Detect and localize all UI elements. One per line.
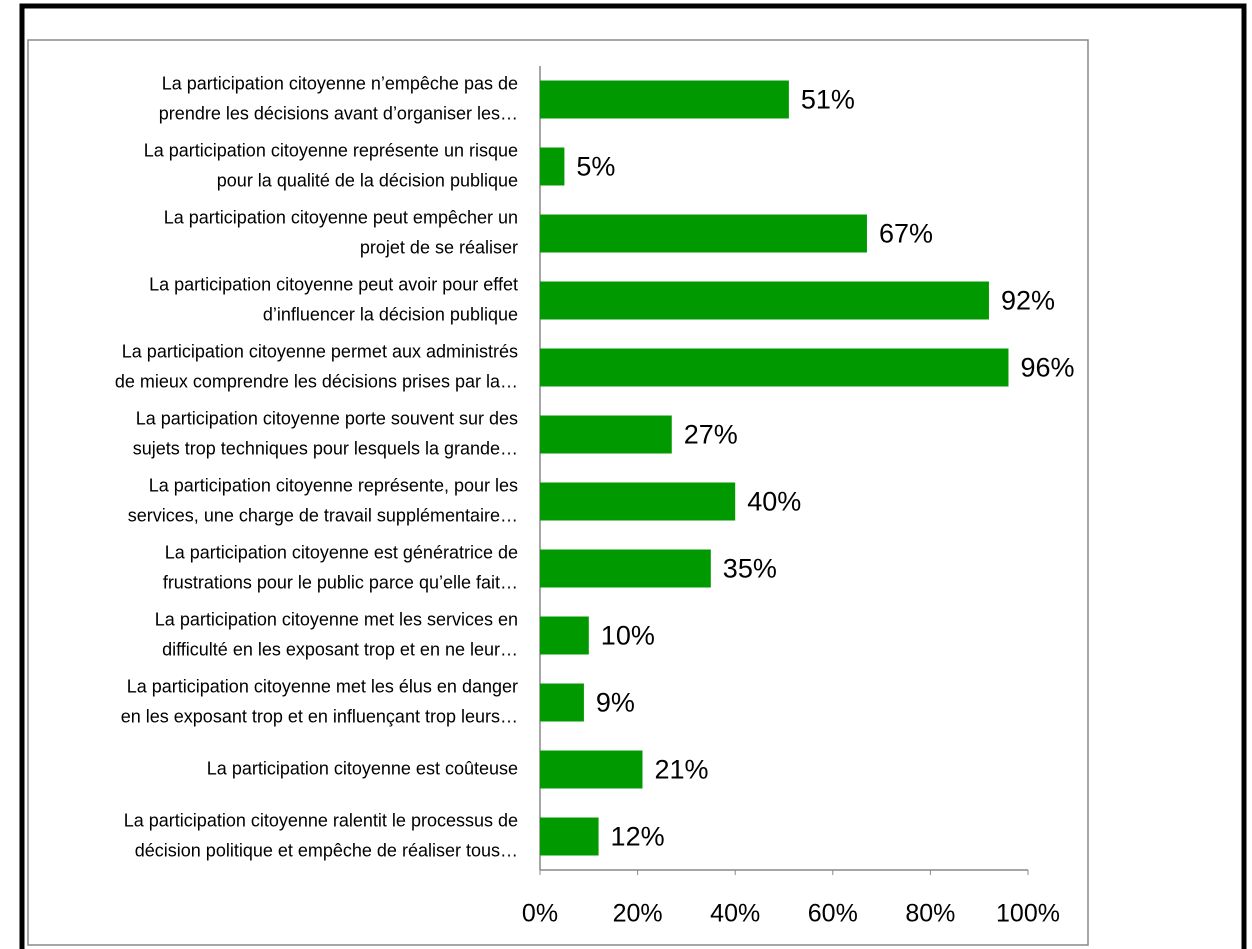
category-label: La participation citoyenne représente un… — [144, 140, 518, 160]
value-label: 5% — [576, 152, 615, 182]
bar — [540, 549, 711, 588]
bar — [540, 817, 599, 856]
x-tick-label: 100% — [996, 900, 1060, 928]
category-label: La participation citoyenne représente, p… — [149, 475, 518, 495]
category-label: La participation citoyenne est coûteuse — [207, 758, 518, 778]
value-label: 92% — [1001, 286, 1055, 316]
bar — [540, 214, 867, 253]
category-label: d’influencer la décision publique — [263, 304, 518, 324]
value-label: 12% — [611, 822, 665, 852]
category-label: décision politique et empêche de réalise… — [135, 840, 518, 860]
outer-frame — [19, 3, 1247, 949]
bar — [540, 750, 643, 789]
bar — [540, 348, 1009, 387]
value-label: 21% — [654, 755, 708, 785]
value-label: 51% — [801, 85, 855, 115]
bar — [540, 147, 565, 186]
category-label: en les exposant trop et en influençant t… — [121, 706, 518, 726]
category-label: difficulté en les exposant trop et en ne… — [162, 639, 518, 659]
category-label: services, une charge de travail suppléme… — [128, 505, 518, 525]
category-label: La participation citoyenne peut avoir po… — [149, 274, 518, 294]
bar — [540, 683, 584, 722]
category-label: La participation citoyenne porte souvent… — [136, 408, 518, 428]
category-label: projet de se réaliser — [360, 237, 518, 257]
x-tick-label: 20% — [613, 900, 663, 928]
value-label: 96% — [1020, 353, 1074, 383]
category-label: frustrations pour le public parce qu’ell… — [163, 572, 518, 592]
category-label: La participation citoyenne met les élus … — [127, 676, 518, 696]
category-label: La participation citoyenne permet aux ad… — [122, 341, 518, 361]
category-label: pour la qualité de la décision publique — [217, 170, 518, 190]
x-tick-label: 0% — [522, 900, 558, 928]
x-tick-label: 40% — [710, 900, 760, 928]
category-label: La participation citoyenne ralentit le p… — [124, 810, 518, 830]
category-label: La participation citoyenne n’empêche pas… — [162, 73, 518, 93]
value-label: 40% — [747, 487, 801, 517]
bar — [540, 616, 589, 655]
category-label: sujets trop techniques pour lesquels la … — [133, 438, 518, 458]
value-label: 9% — [596, 688, 635, 718]
category-label: de mieux comprendre les décisions prises… — [115, 371, 518, 391]
x-tick-label: 60% — [808, 900, 858, 928]
category-label: La participation citoyenne est génératri… — [165, 542, 518, 562]
x-tick-label: 80% — [905, 900, 955, 928]
category-label: prendre les décisions avant d’organiser … — [159, 103, 518, 123]
bar — [540, 281, 989, 320]
value-label: 10% — [601, 621, 655, 651]
bar — [540, 80, 789, 119]
value-label: 67% — [879, 219, 933, 249]
category-label: La participation citoyenne peut empêcher… — [164, 207, 518, 227]
category-label: La participation citoyenne met les servi… — [155, 609, 518, 629]
value-label: 27% — [684, 420, 738, 450]
bar — [540, 415, 672, 454]
bar — [540, 482, 736, 521]
value-label: 35% — [723, 554, 777, 584]
